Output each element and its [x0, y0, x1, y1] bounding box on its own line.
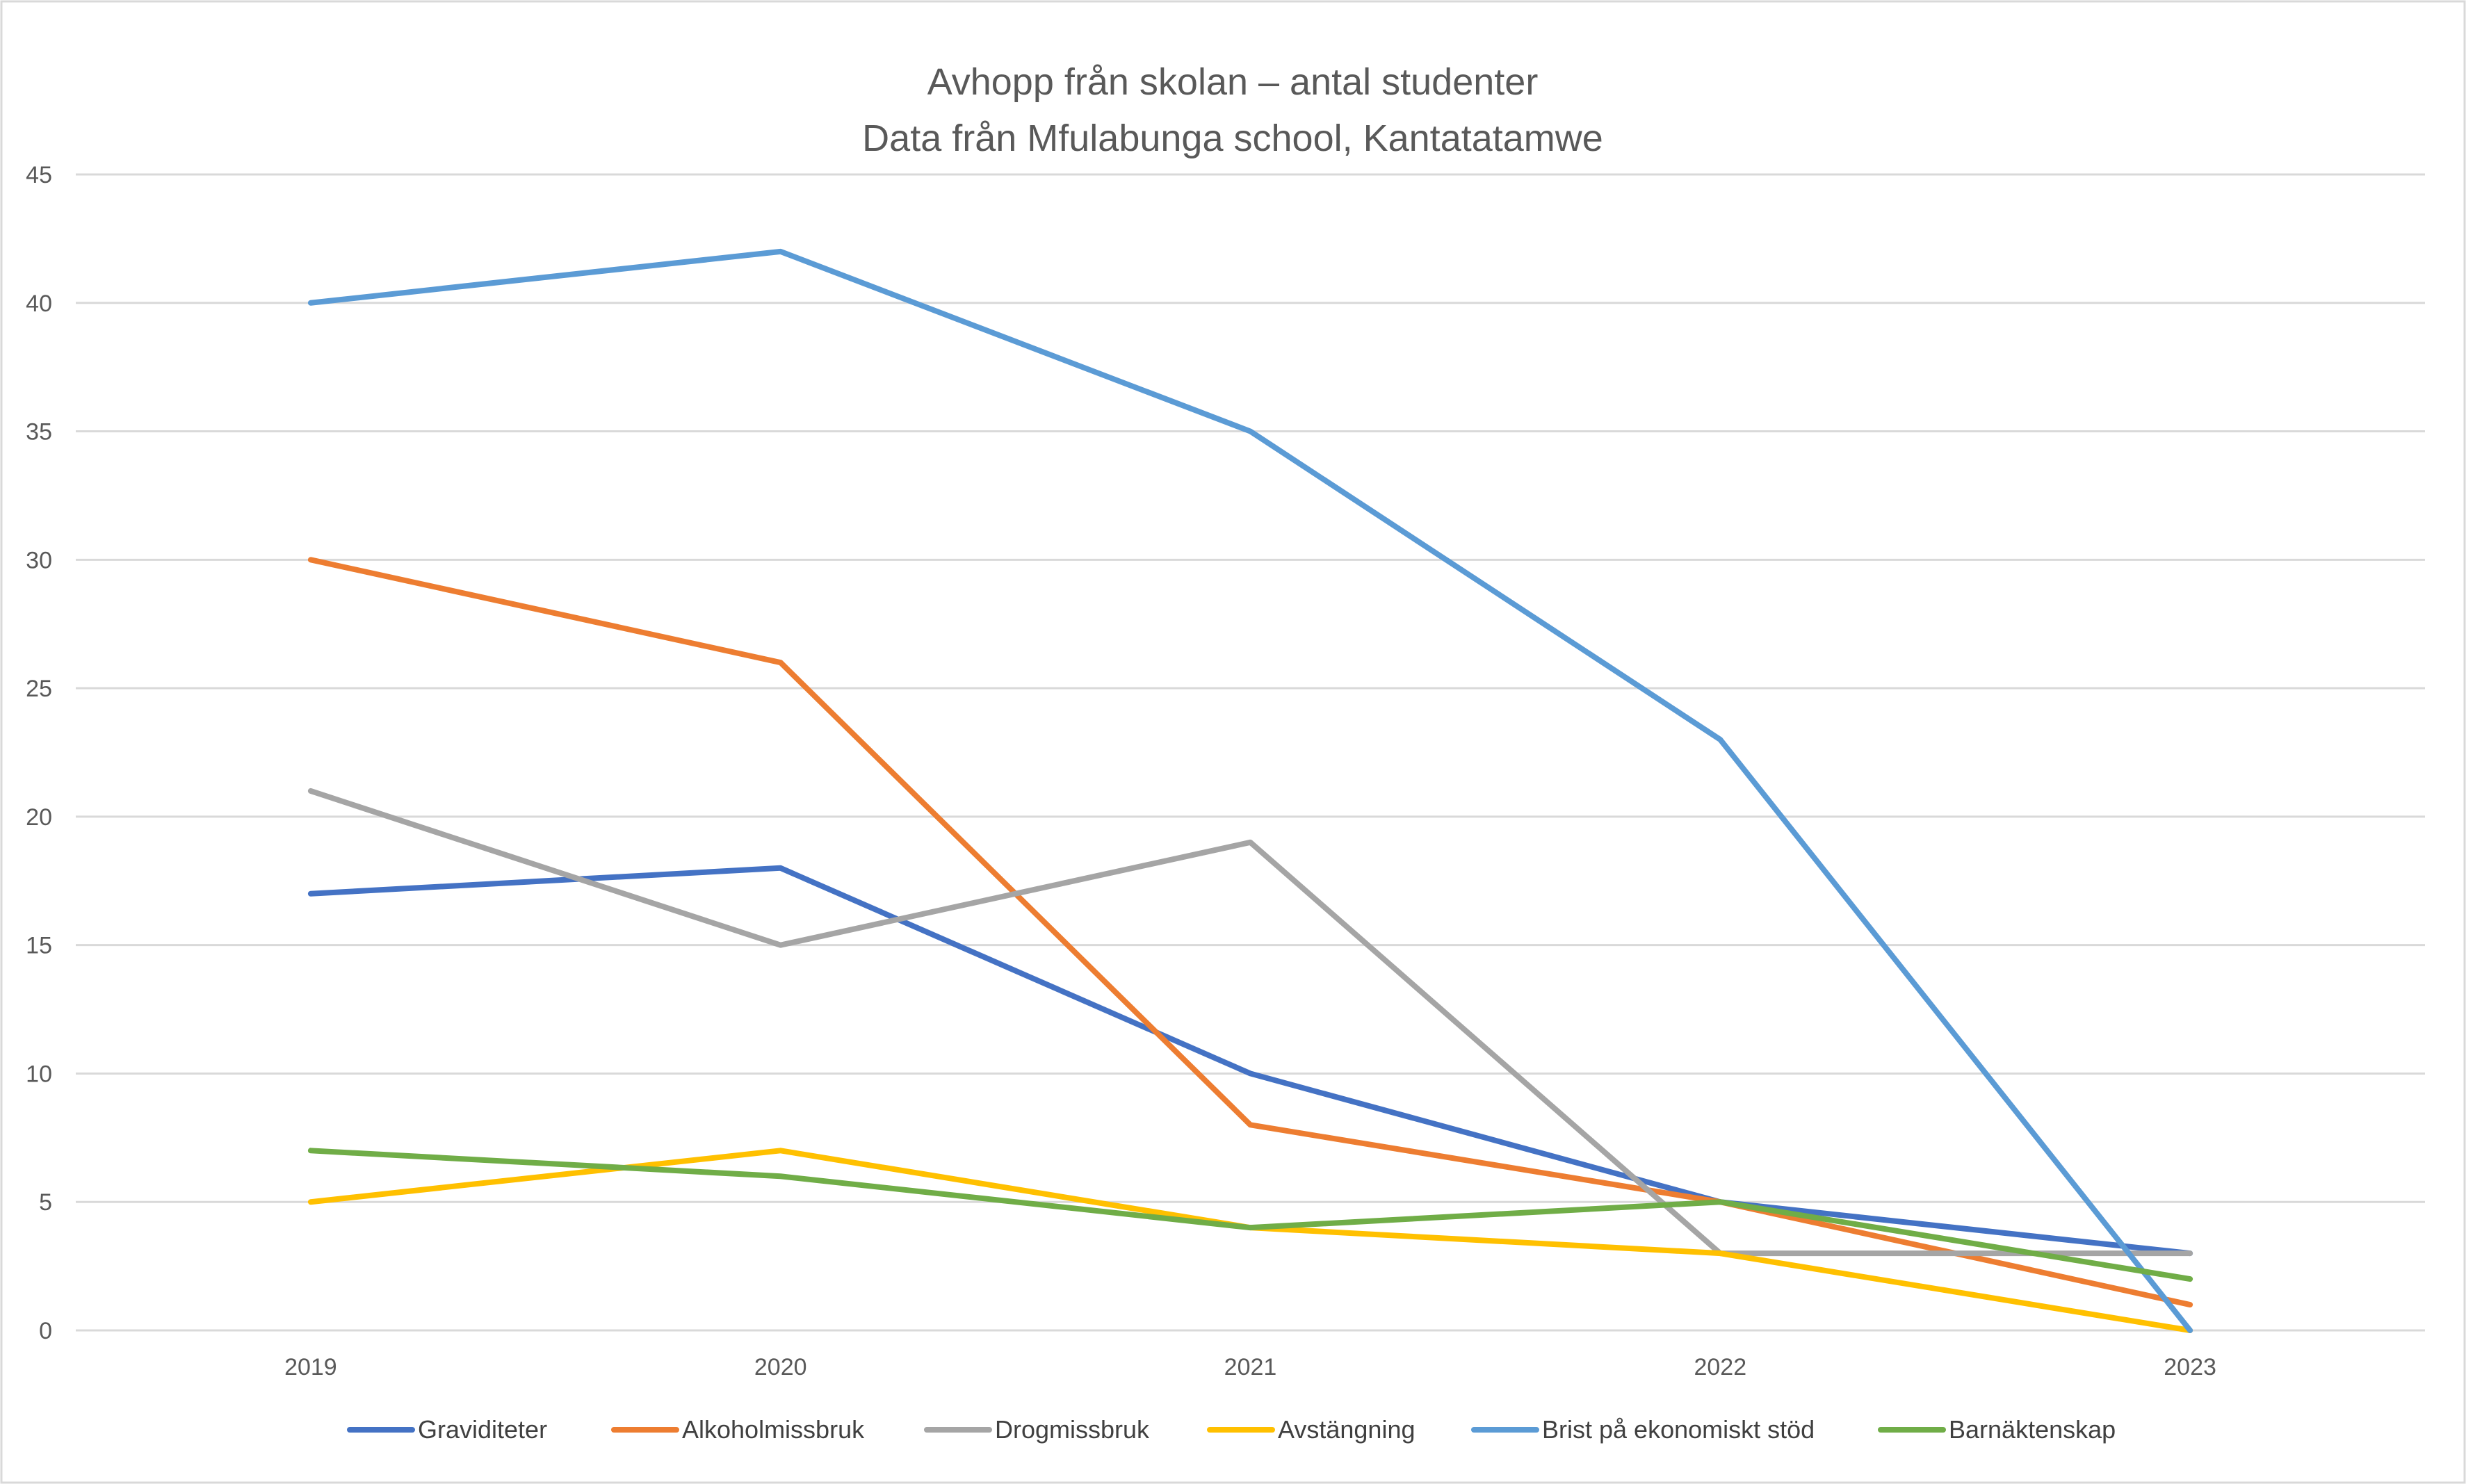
- chart-title-line-2: Data från Mfulabunga school, Kantatatamw…: [862, 117, 1603, 159]
- legend-label: Drogmissbruk: [995, 1415, 1150, 1444]
- series-line-graviditeter: [307, 865, 2193, 1257]
- series-line-barn-ktenskap: [307, 1148, 2193, 1282]
- gridlines: [76, 173, 2425, 1332]
- x-axis-ticks: 2019 2020 2021 2022 2023: [284, 1354, 2216, 1380]
- x-tick-label: 2020: [754, 1354, 807, 1380]
- series-line-alkoholmissbruk: [307, 557, 2193, 1308]
- y-tick-label: 25: [26, 676, 52, 702]
- series-line-drogmissbruk: [307, 788, 2193, 1257]
- y-tick-label: 35: [26, 419, 52, 446]
- y-tick-label: 30: [26, 547, 52, 573]
- y-tick-label: 10: [26, 1061, 52, 1087]
- y-tick-label: 20: [26, 804, 52, 831]
- y-tick-label: 40: [26, 291, 52, 317]
- y-axis-ticks: 0 5 10 15 20 25 30 35 40 45: [26, 162, 52, 1344]
- series-line-brist-p-ekonomiskt-st-d: [307, 248, 2193, 1333]
- x-tick-label: 2019: [284, 1354, 337, 1380]
- chart-title-line-1: Avhopp från skolan – antal studenter: [927, 61, 1539, 103]
- legend-label: Graviditeter: [418, 1415, 547, 1444]
- y-tick-label: 0: [39, 1318, 52, 1344]
- legend: Graviditeter Alkoholmissbruk Drogmissbruk A…: [347, 1415, 2116, 1444]
- y-tick-label: 15: [26, 933, 52, 959]
- legend-label: Alkoholmissbruk: [682, 1415, 865, 1444]
- series-lines: [307, 248, 2193, 1333]
- legend-label: Barnäktenskap: [1949, 1415, 2116, 1444]
- x-tick-label: 2021: [1224, 1354, 1277, 1380]
- legend-label: Avstängning: [1278, 1415, 1415, 1444]
- legend-label: Brist på ekonomiskt stöd: [1542, 1415, 1815, 1444]
- x-tick-label: 2023: [2164, 1354, 2216, 1380]
- y-tick-label: 45: [26, 162, 52, 188]
- y-tick-label: 5: [39, 1189, 52, 1216]
- x-tick-label: 2022: [1694, 1354, 1746, 1380]
